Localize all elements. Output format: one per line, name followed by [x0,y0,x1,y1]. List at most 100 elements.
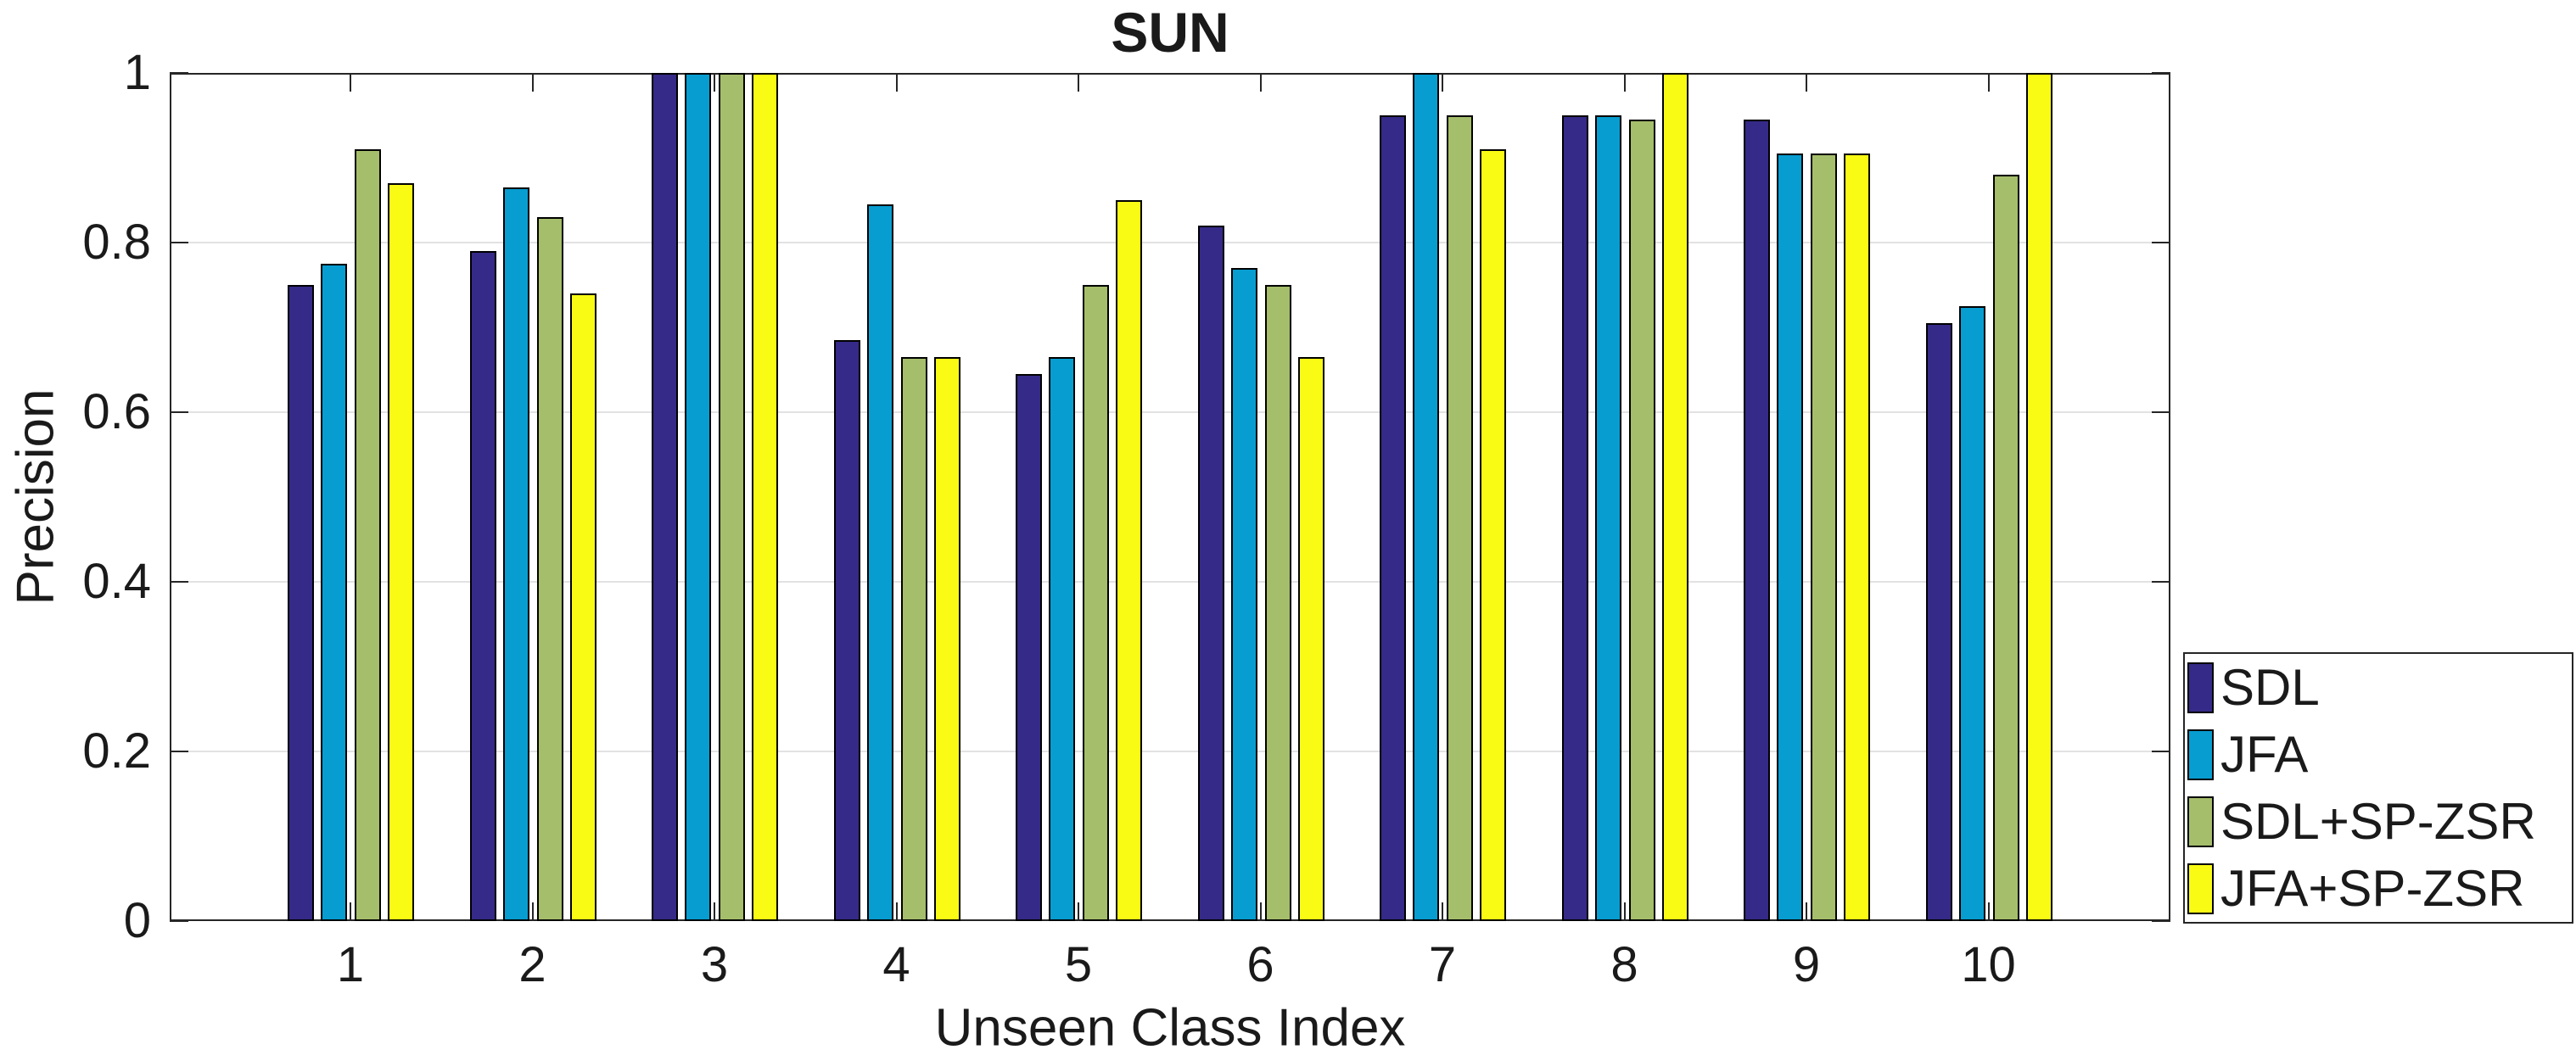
legend-swatch [2187,796,2214,847]
x-tick-label: 8 [1610,937,1638,992]
y-tick-mark-left [170,581,188,583]
x-tick-mark-bottom [1623,902,1626,921]
bar [1413,73,1439,921]
legend-item: JFA [2185,721,2572,788]
bar [1049,357,1075,921]
legend-label: SDL+SP-ZSR [2220,793,2536,850]
bar [1844,154,1870,921]
bar [1958,306,1985,921]
bar [321,264,347,921]
x-tick-label: 10 [1961,937,2016,992]
y-tick-mark-left [170,920,188,922]
bar [1811,154,1837,921]
bar [900,357,927,921]
bar [685,73,711,921]
legend-item: SDL+SP-ZSR [2185,788,2572,855]
x-tick-mark-bottom [1987,902,1990,921]
legend-swatch [2187,662,2214,713]
bar [1297,357,1324,921]
x-tick-mark-top [531,73,534,92]
h-gridline [170,411,2170,413]
bar [1777,154,1803,921]
bar [652,73,678,921]
y-tick-mark-left [170,72,188,74]
bar [536,217,563,921]
legend-swatch [2187,863,2214,914]
x-axis-label: Unseen Class Index [934,998,1406,1058]
bar [388,183,414,921]
h-gridline [170,751,2170,752]
y-tick-mark-right [2152,920,2170,922]
bar [1992,175,2019,921]
bar [502,187,529,921]
y-tick-mark-left [170,751,188,752]
legend-item: JFA+SP-ZSR [2185,855,2572,922]
y-tick-mark-right [2152,581,2170,583]
bar [1447,115,1473,921]
bar [1083,285,1109,921]
legend-swatch [2187,729,2214,780]
h-gridline [170,242,2170,243]
x-tick-label: 3 [700,937,729,992]
bar [1661,73,1688,921]
bar [288,285,314,921]
y-tick-label: 1 [123,45,151,100]
x-tick-label: 1 [336,937,365,992]
x-tick-label: 2 [518,937,546,992]
x-tick-label: 9 [1792,937,1821,992]
y-tick-mark-right [2152,751,2170,752]
x-tick-mark-top [1442,73,1443,92]
bar [1594,115,1621,921]
legend-label: JFA+SP-ZSR [2220,860,2525,917]
legend-label: JFA [2220,726,2309,783]
x-tick-label: 6 [1246,937,1274,992]
bar [1925,323,1952,921]
bar [752,73,778,921]
x-tick-mark-bottom [1806,902,1807,921]
y-tick-mark-right [2152,72,2170,74]
bar [719,73,745,921]
bar [2025,73,2052,921]
bar [1561,115,1588,921]
x-tick-mark-bottom [1078,902,1079,921]
bar [355,149,381,921]
bar [833,340,860,921]
y-tick-mark-left [170,411,188,413]
x-tick-mark-top [1259,73,1262,92]
legend-box: SDL JFA SDL+SP-ZSR JFA+SP-ZSR [2183,652,2573,924]
y-tick-mark-right [2152,411,2170,413]
bar [569,293,596,921]
bar [1264,285,1291,921]
x-tick-label: 5 [1064,937,1093,992]
bar [1744,120,1770,921]
legend-label: SDL [2220,659,2320,716]
x-tick-mark-top [1623,73,1626,92]
x-tick-mark-top [1078,73,1079,92]
x-tick-mark-bottom [531,902,534,921]
x-tick-mark-top [1987,73,1990,92]
x-tick-mark-bottom [1442,902,1443,921]
bar [1116,200,1142,921]
y-tick-mark-right [2152,242,2170,243]
bar [1197,226,1224,921]
x-tick-mark-top [350,73,351,92]
x-tick-label: 7 [1428,937,1457,992]
y-tick-mark-left [170,242,188,243]
y-tick-label: 0.6 [82,384,151,439]
bar [469,251,496,921]
legend-item: SDL [2185,654,2572,721]
x-tick-mark-bottom [350,902,351,921]
bar [933,357,960,921]
bar [1480,149,1506,921]
x-tick-mark-bottom [1259,902,1262,921]
bar [1380,115,1406,921]
plot-area [170,73,2170,921]
y-tick-label: 0.8 [82,215,151,270]
x-tick-mark-top [714,73,715,92]
chart-title: SUN [1111,1,1229,64]
bar [866,204,893,921]
x-tick-mark-bottom [895,902,898,921]
x-tick-label: 4 [882,937,910,992]
x-tick-mark-top [895,73,898,92]
